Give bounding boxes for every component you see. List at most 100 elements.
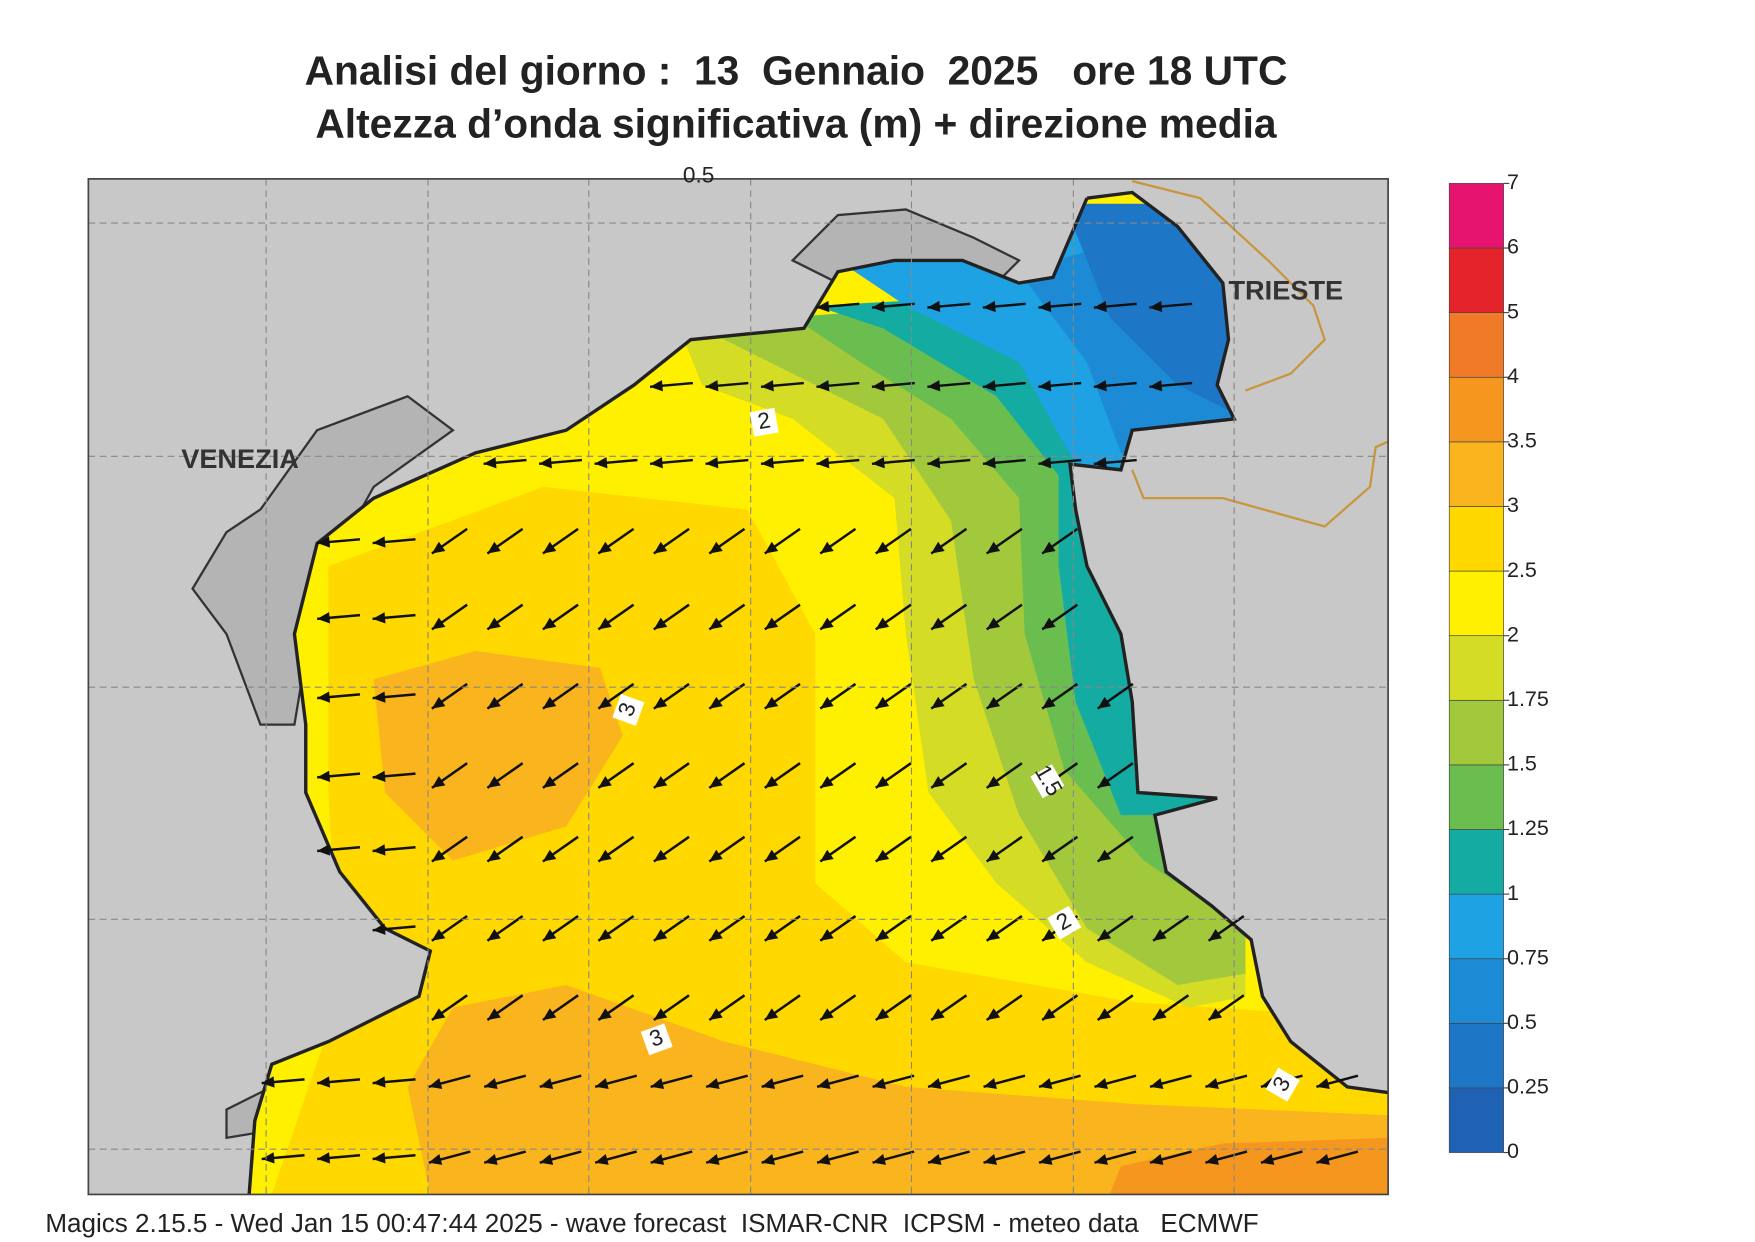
contour-label-text: 2 bbox=[756, 407, 773, 434]
arrow-head bbox=[372, 536, 386, 548]
arrow-head bbox=[820, 541, 834, 554]
arrow-head bbox=[760, 457, 774, 469]
field-3 bbox=[373, 651, 1389, 1195]
arrow-head bbox=[983, 1153, 998, 1165]
colorbar-label: 4 bbox=[1507, 364, 1519, 388]
colorbar-band bbox=[1448, 312, 1504, 378]
arrow-head bbox=[986, 776, 1001, 788]
contour-label-bg bbox=[640, 1023, 673, 1056]
arrow-head bbox=[317, 1152, 331, 1164]
arrow-head bbox=[709, 928, 723, 941]
arrow-head bbox=[539, 1078, 554, 1090]
coastline bbox=[247, 190, 1389, 1195]
place-label: VENEZIA bbox=[181, 443, 299, 474]
arrow-head bbox=[542, 928, 557, 941]
arrow-head bbox=[931, 696, 945, 709]
arrow-head bbox=[764, 928, 779, 941]
arrow-head bbox=[820, 696, 834, 709]
arrow-head bbox=[1205, 1078, 1219, 1090]
arrow-head bbox=[1208, 1008, 1223, 1020]
colorbar-label: 0.75 bbox=[1507, 945, 1549, 969]
arrow-head bbox=[1097, 1008, 1112, 1020]
arrow-head bbox=[931, 776, 945, 788]
arrow-head bbox=[650, 1153, 665, 1165]
arrow-head bbox=[709, 849, 723, 862]
arrow-head bbox=[820, 617, 834, 630]
arrow-head bbox=[931, 617, 945, 630]
colorbar-band bbox=[1448, 247, 1504, 313]
arrow-head bbox=[928, 1153, 942, 1165]
arrow-head bbox=[598, 776, 612, 788]
arrow-head bbox=[261, 1152, 275, 1164]
arrow-head bbox=[542, 696, 557, 709]
colorbar-band bbox=[1448, 570, 1504, 637]
arrow-head bbox=[927, 300, 941, 313]
arrow-head bbox=[598, 928, 612, 941]
arrow-head bbox=[983, 1078, 998, 1090]
arrow-head bbox=[317, 770, 331, 782]
arrow-head bbox=[484, 1153, 498, 1165]
arrow-head bbox=[487, 617, 501, 630]
arrow-head bbox=[1042, 617, 1056, 630]
arrow-head bbox=[650, 1078, 665, 1090]
arrow-head bbox=[372, 844, 386, 856]
arrow-head bbox=[1208, 928, 1223, 941]
arrow-head bbox=[1097, 849, 1112, 862]
arrow-head bbox=[487, 776, 501, 788]
arrow-head bbox=[653, 849, 668, 862]
arrow-head bbox=[539, 457, 552, 469]
arrow-head bbox=[761, 1078, 776, 1090]
colorbar-label: 1.25 bbox=[1507, 816, 1549, 840]
arrow-head bbox=[1093, 457, 1107, 469]
arrow-head bbox=[986, 849, 1001, 862]
colorbar-label: 7 bbox=[1507, 170, 1519, 194]
arrow-head bbox=[594, 457, 608, 469]
arrow-head bbox=[1039, 1078, 1053, 1090]
colorbar-label: 0 bbox=[1507, 1139, 1519, 1163]
border bbox=[1131, 180, 1389, 528]
arrow-head bbox=[650, 457, 663, 469]
arrow-head bbox=[261, 1076, 275, 1088]
arrow-head bbox=[317, 612, 331, 624]
arrow-head bbox=[875, 541, 890, 554]
arrow-head bbox=[1149, 300, 1163, 313]
colorbar-label: 2 bbox=[1507, 622, 1519, 646]
arrow-head bbox=[595, 1078, 609, 1090]
arrow-head bbox=[820, 928, 834, 941]
arrow-head bbox=[1042, 1008, 1056, 1020]
arrow-head bbox=[1093, 380, 1107, 392]
arrow-head bbox=[317, 844, 331, 856]
colorbar-band bbox=[1448, 506, 1504, 572]
arrows bbox=[261, 300, 1359, 1165]
arrow-head bbox=[487, 696, 501, 709]
arrow-head bbox=[372, 691, 386, 703]
field-3-5 bbox=[1109, 1137, 1389, 1195]
arrow-head bbox=[1153, 928, 1167, 941]
contour-label-bg bbox=[749, 407, 779, 437]
arrow-head bbox=[931, 849, 945, 862]
arrow-head bbox=[317, 691, 331, 703]
arrow-head bbox=[706, 1078, 720, 1090]
colorbar-label: 3 bbox=[1507, 493, 1519, 517]
arrow-head bbox=[598, 617, 612, 630]
arrow-head bbox=[986, 541, 1001, 554]
arrow-head bbox=[982, 380, 996, 392]
arrow-head bbox=[931, 1008, 945, 1020]
arrow-head bbox=[1205, 1153, 1219, 1165]
arrow-head bbox=[484, 1078, 498, 1090]
arrow-head bbox=[483, 457, 497, 469]
arrow-head bbox=[1316, 1078, 1330, 1090]
arrow-head bbox=[817, 1153, 831, 1165]
arrow-head bbox=[372, 612, 386, 624]
arrow-head bbox=[709, 776, 723, 788]
contour-label: 3 bbox=[612, 693, 645, 726]
arrow-head bbox=[428, 1153, 443, 1165]
arrow-head bbox=[986, 928, 1001, 941]
arrow-head bbox=[539, 1153, 554, 1165]
colorbar-label: 3.5 bbox=[1507, 429, 1537, 453]
arrow-head bbox=[431, 1008, 446, 1020]
contour-label-bg bbox=[1265, 1067, 1300, 1102]
colorbar-band bbox=[1448, 376, 1504, 443]
arrow-head bbox=[1042, 928, 1056, 941]
